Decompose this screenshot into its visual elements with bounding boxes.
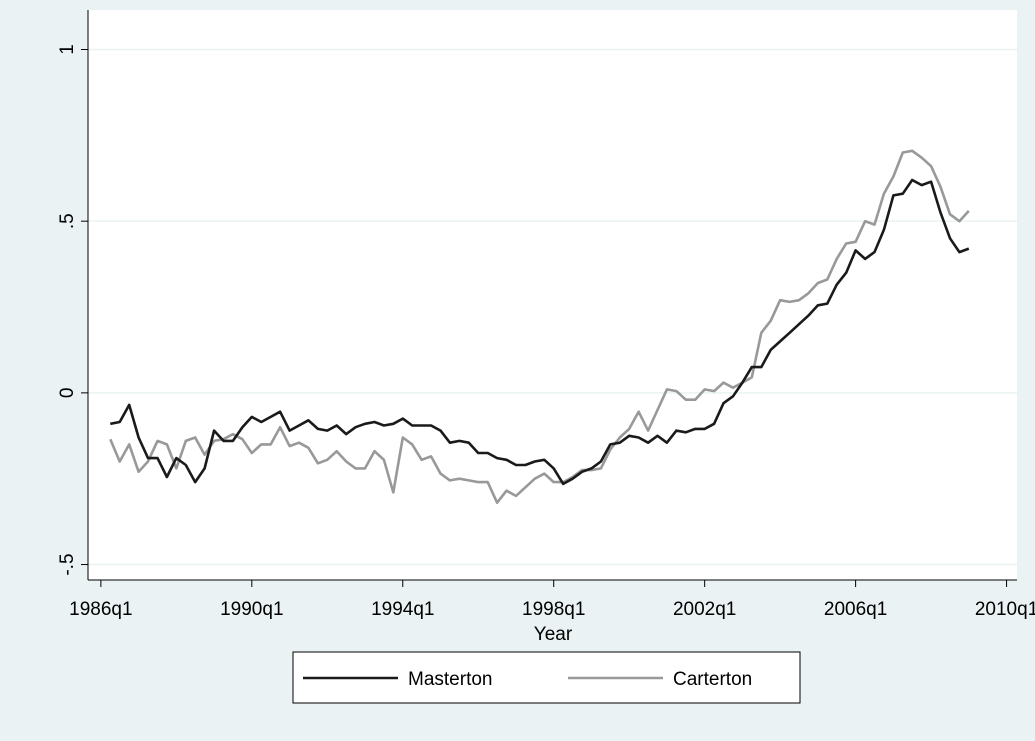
- x-tick-label: 1998q1: [522, 599, 585, 620]
- y-tick-label: 0: [57, 388, 78, 399]
- x-tick-label: 1990q1: [220, 599, 283, 620]
- legend-label: Masterton: [408, 669, 492, 690]
- x-axis-label: Year: [534, 624, 573, 645]
- y-tick-label: 1: [57, 44, 78, 55]
- y-tick-label: -.5: [57, 553, 78, 575]
- x-tick-label: 1986q1: [69, 599, 132, 620]
- y-tick-label: .5: [57, 213, 78, 229]
- x-tick-label: 2006q1: [824, 599, 887, 620]
- x-tick-label: 2002q1: [673, 599, 736, 620]
- series-line: [109, 149, 970, 504]
- x-tick-label: 2010q1: [975, 599, 1035, 620]
- series-line: [110, 178, 970, 486]
- legend-label: Carterton: [673, 669, 752, 690]
- x-tick-label: 1994q1: [371, 599, 434, 620]
- plot-area: [88, 10, 1017, 580]
